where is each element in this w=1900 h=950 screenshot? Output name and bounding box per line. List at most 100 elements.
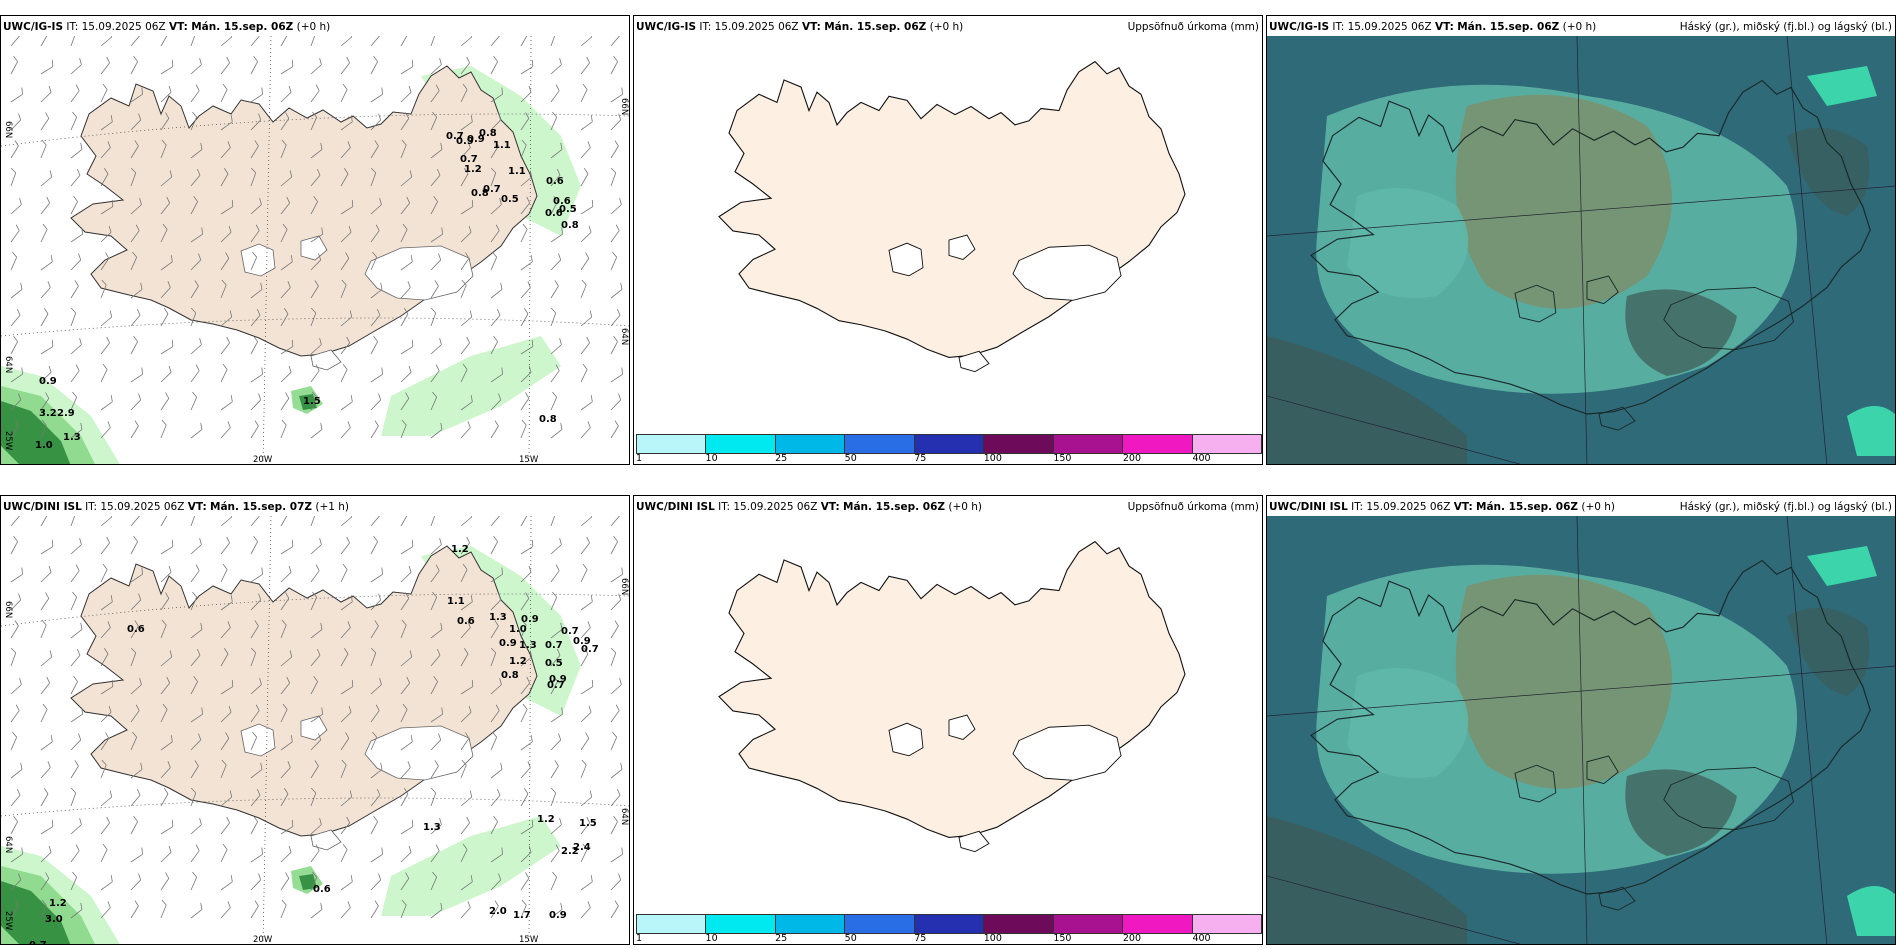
wind-barb [430, 195, 438, 215]
wind-barb [220, 648, 229, 667]
wind-barb [460, 36, 473, 47]
wind-barb [130, 704, 140, 723]
wind-barb [280, 539, 294, 555]
wind-barb [400, 85, 412, 103]
wind-barb [130, 420, 139, 439]
it-label: IT: [85, 501, 98, 513]
wind-barb [610, 516, 621, 527]
cloud-layer [1267, 336, 1467, 464]
legend-ticks: 1 10 25 50 75 100 150 200 400 [636, 453, 1262, 464]
wind-barb [400, 565, 412, 583]
legend-swatch [845, 435, 915, 453]
wind-barb [550, 902, 563, 919]
wind-barb [490, 140, 499, 159]
wind-barb [520, 85, 532, 103]
coastline [1310, 559, 1871, 895]
wind-barb [460, 732, 470, 751]
wind-barb [580, 595, 593, 611]
wind-barb [460, 843, 468, 863]
legend-tick-label: 1 [636, 453, 643, 464]
wind-barb [490, 224, 500, 243]
wind-barb [370, 113, 382, 131]
wind-barb [490, 198, 502, 215]
wind-barb [130, 788, 141, 807]
wind-barb [400, 308, 409, 327]
precip-value-label: 1.5 [579, 818, 597, 829]
wind-barb [220, 516, 233, 527]
wind-barb [610, 140, 619, 159]
wind-barb [130, 282, 143, 299]
precip-value-label: 0.6 [545, 208, 563, 219]
legend-swatch [1123, 435, 1193, 453]
wind-barb [520, 365, 532, 383]
wind-barb [610, 873, 622, 891]
wind-barb [550, 675, 558, 695]
issue-time: 15.09.2025 06Z [1347, 21, 1432, 33]
axis-label: 64N [3, 356, 13, 374]
wind-barb [40, 365, 52, 383]
wind-barb [40, 223, 48, 243]
wind-barb [550, 871, 558, 891]
wind-barb [160, 592, 170, 611]
map-svg [1267, 36, 1895, 464]
wind-barb [70, 564, 80, 583]
wind-barb [400, 36, 409, 47]
vt-label: VT: [1434, 21, 1454, 33]
wind-barb [520, 339, 534, 355]
wind-barb [580, 536, 590, 555]
wind-barb [580, 705, 592, 723]
wind-barb [70, 760, 79, 779]
wind-barb [580, 279, 587, 299]
land-iceland [70, 545, 538, 837]
wind-barb [460, 679, 474, 695]
wind-barb [220, 875, 233, 891]
wind-barb [460, 759, 467, 779]
wind-barb [550, 422, 563, 439]
wind-barb [430, 391, 438, 411]
wind-barb [400, 539, 414, 555]
wind-barb [370, 308, 381, 327]
wind-barb [310, 111, 318, 131]
legend-swatch [637, 915, 707, 933]
wind-barb [250, 335, 258, 355]
axis-label: 66N [619, 578, 629, 596]
wind-barb [610, 567, 624, 583]
wind-barb [40, 703, 48, 723]
wind-barb [160, 365, 172, 383]
wind-barb [370, 647, 377, 667]
wind-barb [310, 422, 323, 439]
wind-barb [490, 87, 504, 103]
axis-label: 66N [3, 121, 13, 139]
map-area: 66N 66N 64N 64N 20W 15W 25W 1.2 1.1 0.6 1.3 0.9 0.9 0… [1, 516, 629, 945]
wind-barb [190, 591, 198, 611]
panel-header: UWC/DINI ISL IT: 15.09.2025 06Z VT: Mán.… [1, 496, 629, 516]
wind-barb [160, 565, 172, 583]
wind-barb [10, 516, 21, 527]
lead-time: (+1 h) [315, 501, 350, 513]
wind-barb [490, 113, 502, 131]
wind-barb [220, 115, 233, 131]
wind-barb [130, 815, 138, 835]
wind-barb [220, 732, 230, 751]
glacier-outline [1514, 284, 1557, 323]
wind-barb [430, 648, 441, 667]
wind-barb [190, 307, 197, 327]
wind-barb [190, 760, 199, 779]
axis-label: 20W [253, 935, 273, 945]
wind-barb [250, 762, 263, 779]
panel-header: UWC/IG-IS IT: 15.09.2025 06Z VT: Mán. 15… [1267, 16, 1895, 36]
wind-barb [340, 621, 351, 639]
wind-barb [250, 815, 258, 835]
wind-barb [400, 139, 407, 159]
wind-barb [310, 902, 323, 919]
wind-barb [460, 395, 473, 411]
issue-time: 15.09.2025 06Z [81, 21, 166, 33]
wind-barb [70, 538, 82, 555]
wind-barb [100, 759, 107, 779]
wind-barb [520, 676, 530, 695]
wind-barb [550, 787, 557, 807]
wind-barb [340, 648, 349, 667]
wind-barb [250, 620, 259, 639]
lead-time: (+0 h) [296, 21, 331, 33]
wind-barb [430, 307, 437, 327]
